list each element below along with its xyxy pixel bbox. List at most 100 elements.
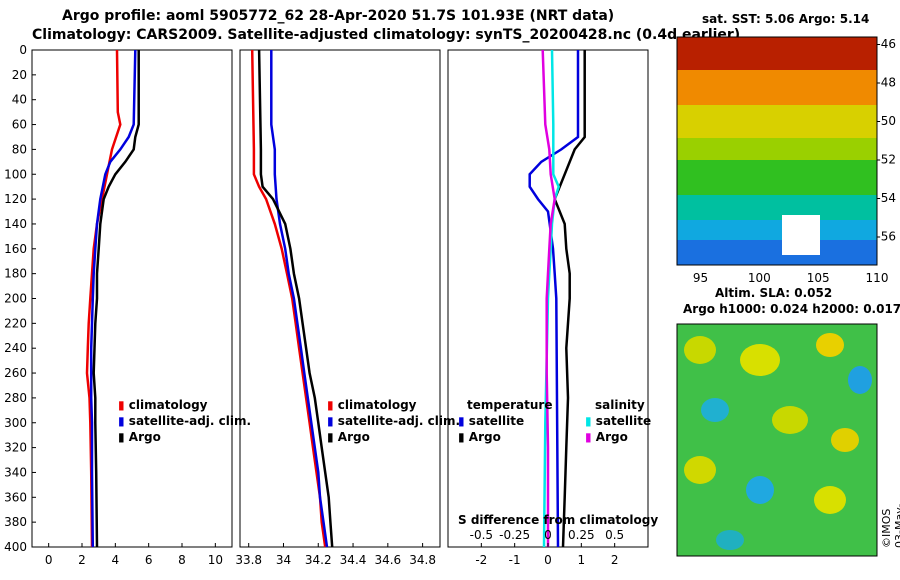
sst-band-orange [677,70,877,110]
sst-band-yellow [677,105,877,140]
sst-cloud-white [782,215,820,255]
sst-frame-outline [676,36,878,266]
diff-x-tick-label: 0 [544,553,552,567]
sst-x-tick-label: 105 [807,271,830,285]
sla-title-1: Altim. SLA: 0.052 [715,286,833,300]
temp-x-tick-label: 8 [178,553,186,567]
sst-band-green [677,160,877,200]
diff-s-tick-label: 0 [544,528,552,542]
series-climatology [85,49,122,548]
series-temperature-satellite [528,50,580,548]
temp-x-tick-label: 2 [78,553,86,567]
sal-x-tick-label: 34.4 [340,553,367,567]
y-tick-label: 380 [4,515,27,529]
sla-map[interactable] [676,323,878,557]
temp-x-tick-label: 10 [208,553,223,567]
y-tick-label: 140 [4,217,27,231]
y-tick-label: 60 [12,118,27,132]
sst-y-tick-label: -56 [876,230,896,244]
sal-legend-climatology: ▮ climatology [327,398,417,412]
sla-blob [848,366,872,394]
y-tick-label: 360 [4,490,27,504]
sla-blob [816,333,844,357]
sla-blob [772,406,808,434]
sla-blob [831,428,859,452]
sla-frame-outline [676,323,878,557]
salinity-panel-frame [239,49,441,548]
temperature-panel-frame [31,49,233,548]
sal-legend-satellite: ▮ satellite-adj. clim. [327,414,461,428]
diff-legend-temperature-title: temperature [467,398,553,412]
y-tick-label: 320 [4,441,27,455]
diff-x-tick-label: -2 [475,553,487,567]
sst-y-tick-label: -48 [876,76,896,90]
diff-legend-sal-argo: ▮ Argo [585,430,628,444]
sst-y-tick-label: -54 [876,191,896,205]
y-tick-label: 240 [4,341,27,355]
series-temperature-argo [553,50,586,548]
sla-blob [740,344,780,376]
y-tick-label: 300 [4,416,27,430]
sla-title-2: Argo h1000: 0.024 h2000: 0.017 [683,302,900,316]
temp-legend-satellite: ▮ satellite-adj. clim. [118,414,252,428]
y-tick-label: 80 [12,142,27,156]
sst-band-blue [677,240,877,265]
series-argo [257,49,334,548]
y-tick-label: 180 [4,267,27,281]
sal-x-tick-label: 33.8 [235,553,262,567]
y-tick-label: 280 [4,391,27,405]
y-tick-label: 260 [4,366,27,380]
diff-legend-temp-argo: ▮ Argo [458,430,501,444]
sst-map-title: sat. SST: 5.06 Argo: 5.14 [702,12,870,26]
diff-legend-sal-satellite: ▮ satellite [585,414,652,428]
y-tick-label: 200 [4,292,27,306]
sst-x-tick-label: 110 [866,271,889,285]
temp-legend-argo: ▮ Argo [118,430,161,444]
sla-blob [684,456,716,484]
y-tick-label: 0 [19,43,27,57]
credit-text: ©IMOS 03-May-2020 11:40:42 [880,503,900,548]
temp-legend-climatology: ▮ climatology [118,398,208,412]
diff-xlabel: S difference from climatology [458,513,659,527]
sal-x-tick-label: 34.8 [409,553,436,567]
y-tick-label: 400 [4,540,27,554]
diff-legend-salinity-title: salinity [595,398,645,412]
series-salinity-argo [541,49,556,547]
sla-blob [716,530,744,550]
temp-x-tick-label: 4 [112,553,120,567]
diff-s-tick-label: -0.5 [470,528,493,542]
series-climatology [250,49,327,548]
y-tick-label: 120 [4,192,27,206]
series-satellite-adj-clim- [270,50,329,548]
series-satellite-adj-clim- [89,49,137,548]
sla-blob [701,398,729,422]
y-tick-label: 160 [4,242,27,256]
series-argo [92,50,140,548]
diff-x-tick-label: 2 [611,553,619,567]
y-tick-label: 100 [4,167,27,181]
sla-blob [684,336,716,364]
diff-x-tick-label: -1 [509,553,521,567]
sst-map[interactable] [676,36,878,266]
sst-y-tick-label: -52 [876,153,896,167]
temp-x-tick-label: 6 [145,553,153,567]
sst-y-tick-label: -50 [876,114,896,128]
title-line-1: Argo profile: aoml 5905772_62 28-Apr-202… [62,8,615,24]
sal-legend-argo: ▮ Argo [327,430,370,444]
sal-x-tick-label: 34.2 [305,553,332,567]
diff-s-tick-label: -0.25 [499,528,530,542]
y-tick-label: 340 [4,465,27,479]
y-tick-label: 220 [4,316,27,330]
title-line-2: Climatology: CARS2009. Satellite-adjuste… [32,27,741,43]
diff-legend-temp-satellite: ▮ satellite [458,414,525,428]
sst-x-tick-label: 95 [693,271,708,285]
sst-y-tick-label: -46 [876,37,896,51]
y-tick-label: 40 [12,93,27,107]
sal-x-tick-label: 34 [276,553,291,567]
sla-blob [746,476,774,504]
sla-blob [814,486,846,514]
diff-s-tick-label: 0.5 [605,528,624,542]
temp-x-tick-label: 0 [45,553,53,567]
y-tick-label: 20 [12,68,27,82]
